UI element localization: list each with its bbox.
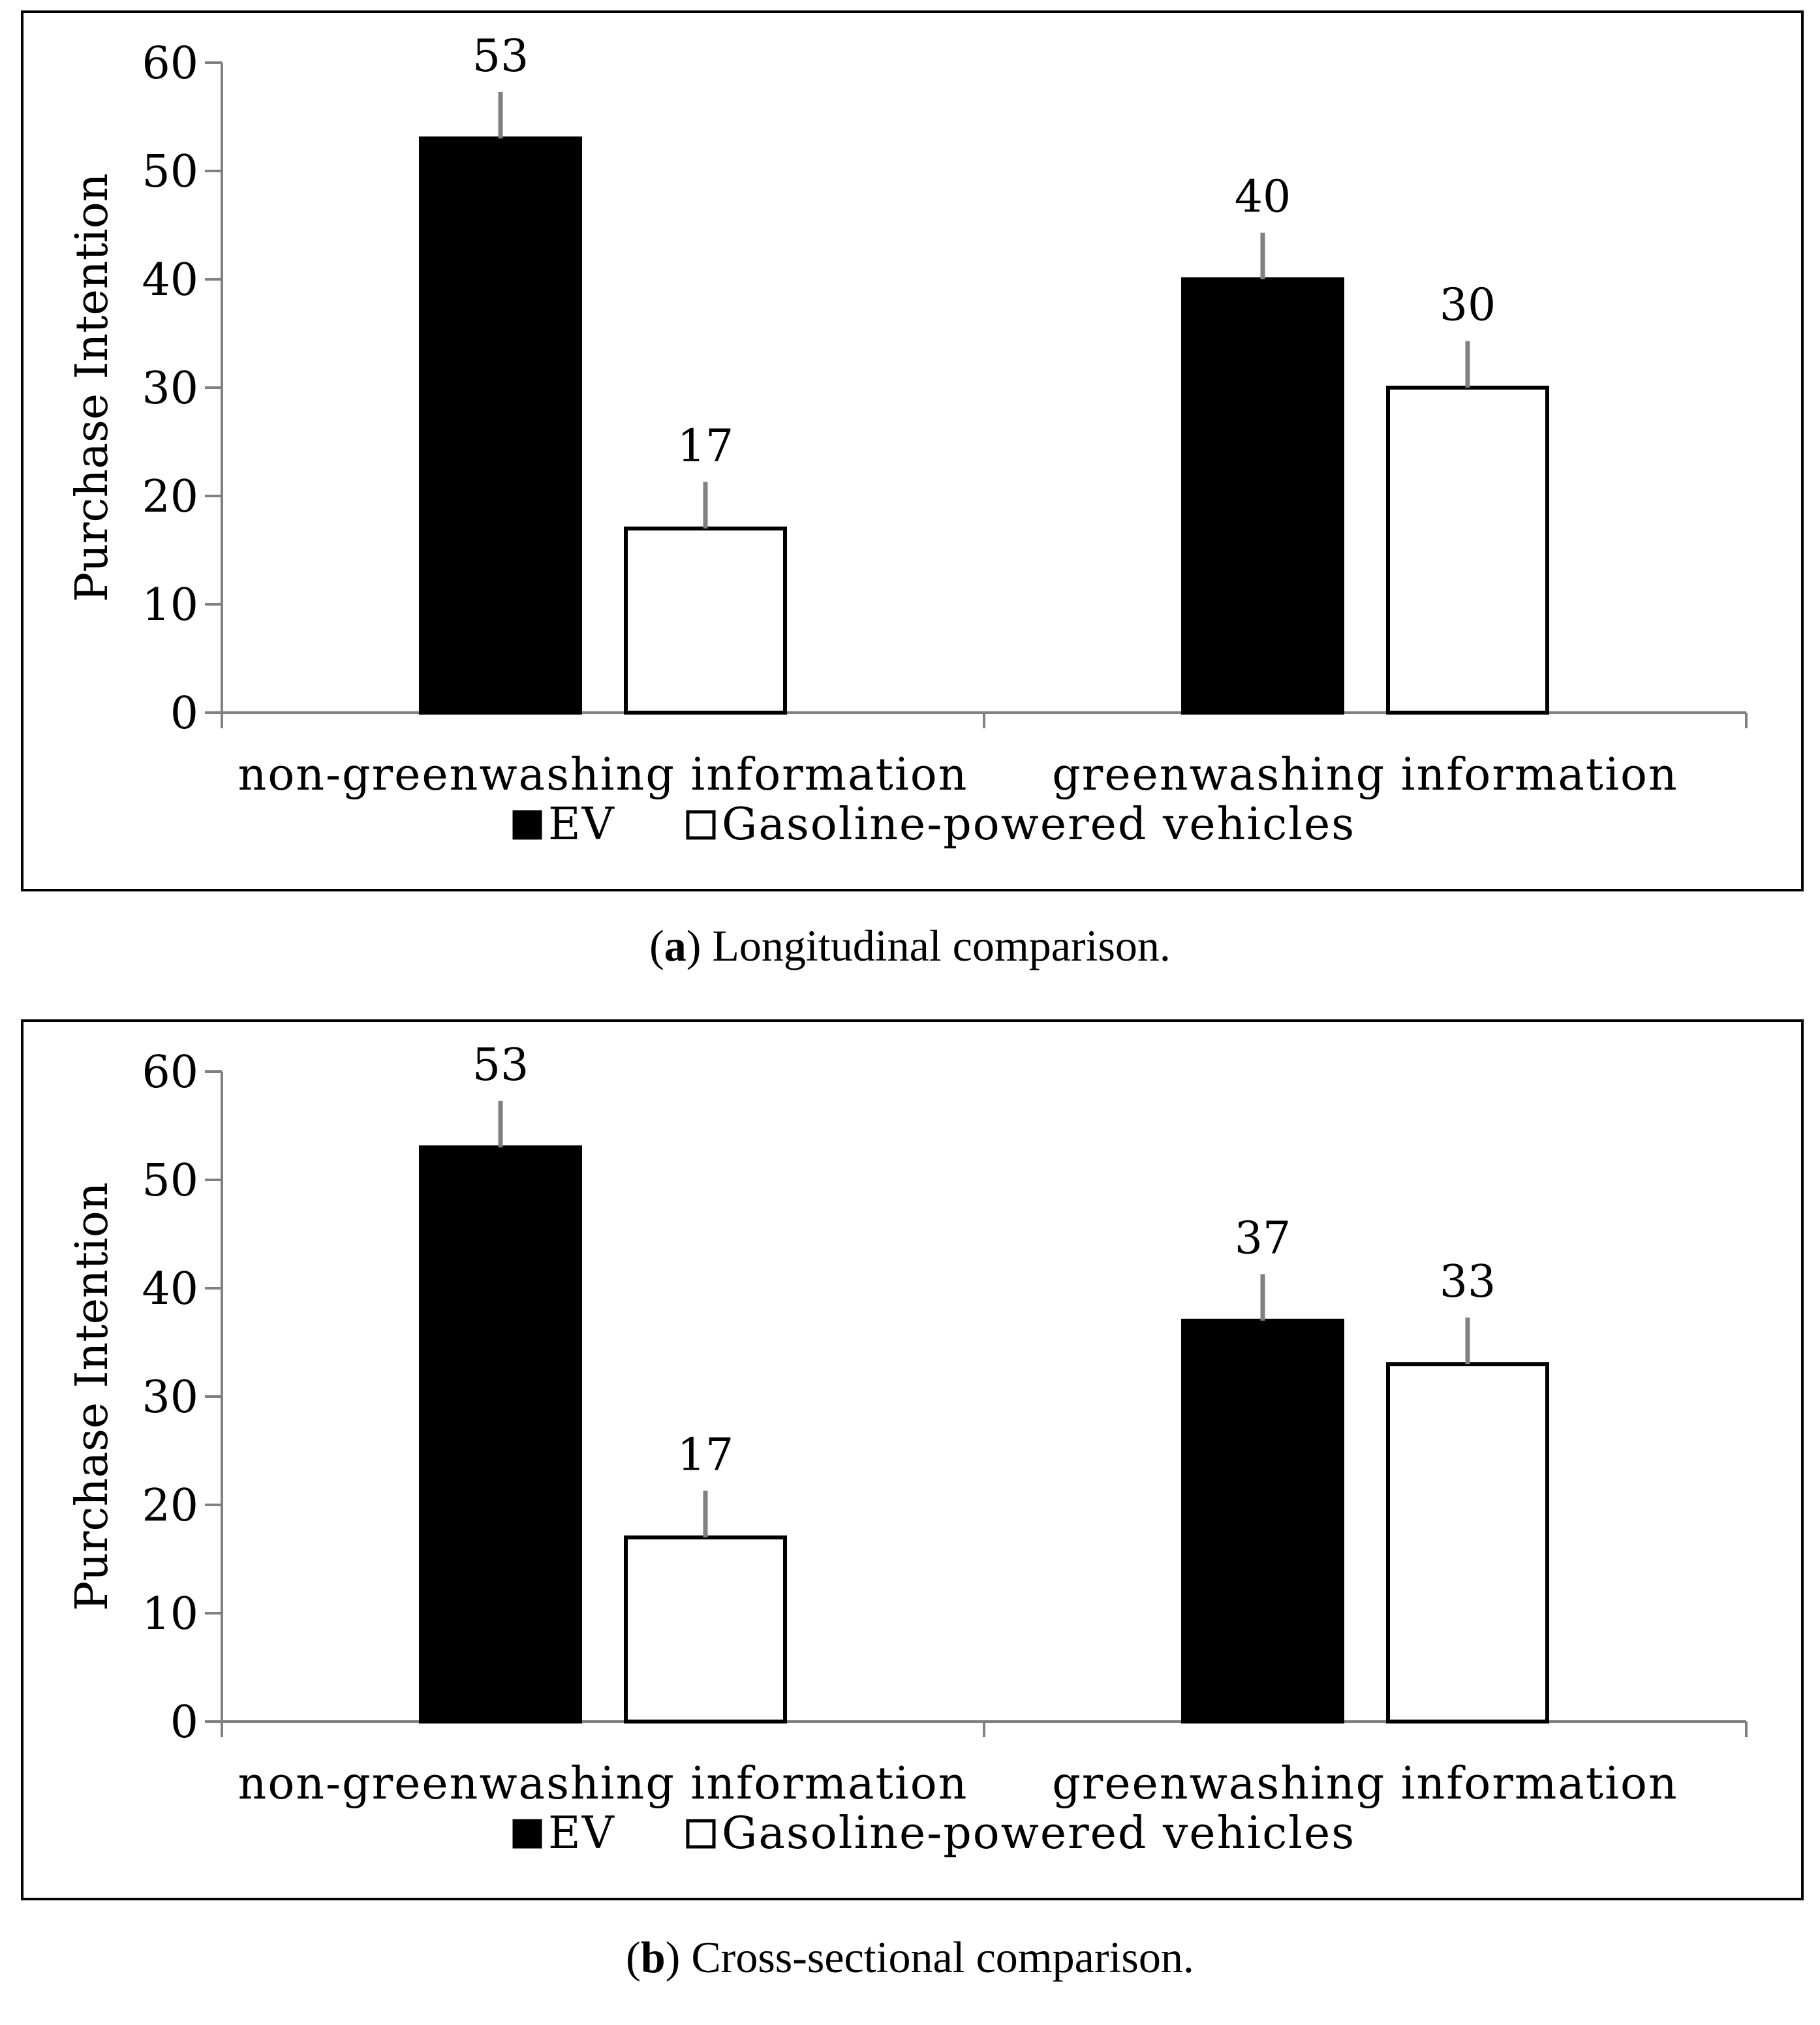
chart-a-bar-ev-1 xyxy=(1181,277,1344,715)
chart-b-bar-ev-0 xyxy=(419,1145,582,1724)
chart-a-legend-swatch-0 xyxy=(512,810,542,840)
chart-b-data-label-1-0: 17 xyxy=(677,1429,734,1481)
chart-a-category-label-0: non-greenwashing information xyxy=(238,749,968,801)
chart-b-data-label-0-1: 37 xyxy=(1235,1213,1291,1264)
chart-b-y-axis-title: Purchase Intention xyxy=(67,1182,118,1611)
chart-b-category-label-0: non-greenwashing information xyxy=(238,1758,968,1810)
chart-b-y-tick-label-60: 60 xyxy=(142,1047,198,1098)
chart-b-y-tick-label-30: 30 xyxy=(142,1372,198,1423)
chart-panel-a: 0 10 20 30 40 50 60 Purchase Intention 53 17 non-g… xyxy=(21,10,1804,891)
chart-b-y-tick-label-20: 20 xyxy=(142,1480,198,1532)
chart-b-data-label-1-1: 33 xyxy=(1440,1256,1496,1308)
chart-a-bar-ev-0 xyxy=(419,136,582,715)
chart-b-category-label-1: greenwashing information xyxy=(1052,1758,1678,1810)
chart-a-bar-gasoline-powered-vehicles-1 xyxy=(1386,386,1549,715)
chart-b-legend-swatch-1 xyxy=(686,1819,716,1849)
caption-a: (a) Longitudinal comparison. xyxy=(649,921,1171,970)
bar-chart-b: 0 10 20 30 40 50 60 Purchase Intention 53 17 non-g… xyxy=(67,1040,1748,1859)
caption-b-label: b xyxy=(640,1932,666,1982)
chart-a-y-tick-label-20: 20 xyxy=(142,471,198,523)
chart-a-y-tick-label-40: 40 xyxy=(142,255,198,306)
caption-b-text: Cross-sectional comparison. xyxy=(691,1932,1194,1982)
chart-a-y-tick-label-50: 50 xyxy=(142,146,198,198)
caption-a-text: Longitudinal comparison. xyxy=(712,921,1171,970)
chart-a-category-label-1: greenwashing information xyxy=(1052,749,1678,801)
chart-a-data-label-0-0: 53 xyxy=(472,31,529,82)
chart-a-y-tick-label-10: 10 xyxy=(142,580,198,631)
chart-a-y-tick-label-0: 0 xyxy=(170,688,198,739)
chart-a-y-axis-title: Purchase Intention xyxy=(67,173,118,602)
chart-a-data-label-1-1: 30 xyxy=(1440,280,1496,332)
chart-a-legend-label-1: Gasoline-powered vehicles xyxy=(722,799,1355,850)
chart-a-data-label-1-0: 17 xyxy=(677,420,734,472)
bar-chart-a: 0 10 20 30 40 50 60 Purchase Intention 53 17 non-g… xyxy=(67,31,1748,850)
chart-b-y-tick-label-10: 10 xyxy=(142,1588,198,1640)
chart-a-legend-label-0: EV xyxy=(548,799,615,850)
chart-a-y-tick-label-30: 30 xyxy=(142,363,198,414)
chart-a-data-label-0-1: 40 xyxy=(1235,172,1291,223)
caption-b: (b) Cross-sectional comparison. xyxy=(626,1932,1194,1982)
chart-b-y-tick-label-40: 40 xyxy=(142,1263,198,1315)
chart-b-legend-label-1: Gasoline-powered vehicles xyxy=(722,1808,1355,1859)
chart-a-y-tick-label-60: 60 xyxy=(142,38,198,89)
chart-b-y-tick-label-50: 50 xyxy=(142,1155,198,1207)
chart-a-legend-swatch-1 xyxy=(686,810,716,840)
chart-b-legend-swatch-0 xyxy=(512,1819,542,1849)
chart-b-legend-label-0: EV xyxy=(548,1808,615,1859)
chart-panel-b: 0 10 20 30 40 50 60 Purchase Intention 53 17 non-g… xyxy=(21,1019,1804,1900)
chart-b-bar-gasoline-powered-vehicles-0 xyxy=(624,1535,787,1724)
caption-a-label: a xyxy=(664,921,686,970)
chart-b-y-tick-label-0: 0 xyxy=(170,1697,198,1748)
chart-b-bar-gasoline-powered-vehicles-1 xyxy=(1386,1362,1549,1724)
chart-b-bar-ev-1 xyxy=(1181,1318,1344,1724)
chart-a-bar-gasoline-powered-vehicles-0 xyxy=(624,526,787,715)
chart-b-data-label-0-0: 53 xyxy=(472,1040,529,1091)
